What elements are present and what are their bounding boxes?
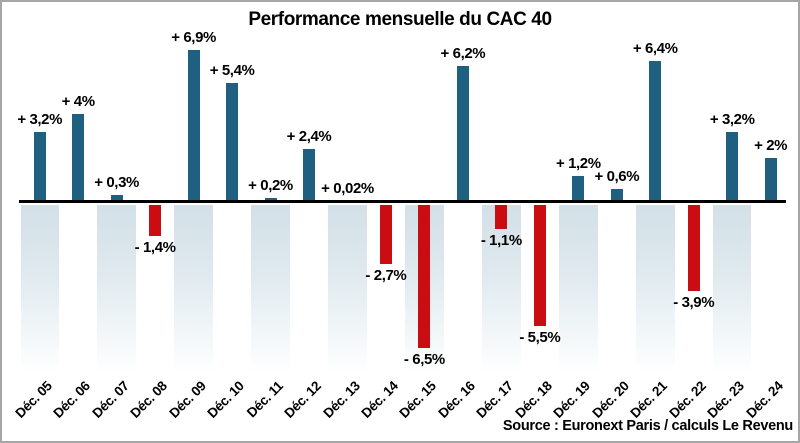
bar (303, 149, 315, 202)
bar (226, 83, 239, 202)
bar-value-label: - 3,9% (673, 293, 715, 311)
bar (533, 205, 546, 326)
zero-axis-line (19, 200, 786, 203)
background-stripe (174, 205, 213, 373)
source-caption: Source : Euronext Paris / calculs Le Rev… (502, 418, 793, 434)
background-stripe (482, 205, 521, 373)
bar (764, 158, 777, 202)
bar-value-label: + 2,4% (286, 128, 332, 146)
bar (687, 205, 700, 291)
background-stripe (559, 205, 598, 373)
bar-value-label: - 1,1% (480, 232, 522, 250)
bar-value-label: - 6,5% (403, 351, 445, 368)
bar (149, 205, 162, 236)
bar (110, 195, 123, 202)
bar (649, 61, 662, 202)
bar-value-label: - 5,5% (519, 329, 561, 346)
bar-value-label: - 1,4% (134, 238, 176, 256)
bar-value-label: + 6,9% (171, 29, 216, 47)
background-stripe (97, 205, 136, 373)
bar (379, 205, 392, 265)
bar-value-label: + 4% (61, 93, 95, 110)
bar (456, 65, 469, 202)
bar (187, 50, 200, 202)
bar-value-label: + 1,2% (555, 154, 601, 172)
background-stripe (328, 205, 367, 373)
bar-value-label: + 3,2% (17, 110, 63, 128)
background-stripe (712, 205, 752, 373)
chart-title: Performance mensuelle du CAC 40 (248, 9, 552, 30)
bar (572, 175, 585, 202)
bar (264, 197, 277, 202)
bar-value-label: + 0,3% (94, 174, 139, 192)
bar-value-label: + 0,6% (594, 167, 640, 185)
background-stripe (20, 205, 59, 373)
bar-value-label: + 6,2% (440, 44, 486, 62)
bar-value-label: + 5,4% (209, 62, 255, 80)
bar (495, 205, 508, 230)
bar (418, 205, 431, 348)
bar-value-label: + 2% (754, 137, 788, 154)
bar-value-label: + 3,2% (709, 110, 755, 128)
bar (726, 131, 739, 202)
bar-value-label: - 2,7% (365, 267, 407, 285)
bar-value-label: + 0,02% (321, 179, 374, 197)
background-stripe (251, 205, 290, 373)
bar-value-label: + 6,4% (632, 40, 678, 58)
bar-value-label: + 0,2% (248, 176, 293, 194)
bar (33, 131, 46, 202)
bar (72, 114, 85, 202)
bar (610, 188, 623, 202)
background-stripe (636, 205, 675, 373)
